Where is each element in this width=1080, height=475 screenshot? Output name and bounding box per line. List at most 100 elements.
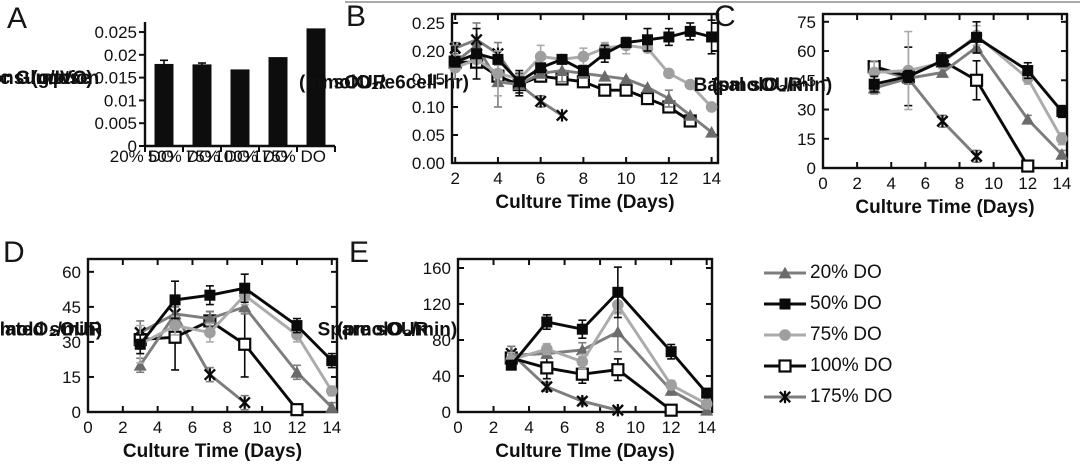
y-tick-label: 0.01: [104, 91, 137, 110]
bars: [154, 28, 326, 147]
x-tick-label: 12: [1018, 174, 1037, 193]
legend-label-20-do: 20% DO: [810, 261, 882, 283]
y-tick-label: 0.015: [94, 69, 137, 88]
y-tick-label: 15: [797, 130, 816, 149]
x-tick-label: 12: [659, 169, 678, 188]
x-category-label: 175% DO: [252, 147, 326, 166]
x-tick-label: 6: [560, 418, 569, 437]
y-tick-label: 0.05: [412, 126, 445, 145]
y-axis-title-line: Consumption: [0, 68, 99, 89]
y-tick-label: 45: [62, 298, 81, 317]
x-tick-label: 4: [153, 418, 162, 437]
y-axis-title-line: sOUR: [334, 73, 387, 94]
y-axis-title-line: Specific Glucose: [0, 68, 91, 89]
y-axis-title: sOUR(mmolO₂/e6cell-hr): [299, 73, 469, 94]
x-axis-title: Culture Time (Days): [123, 441, 302, 462]
legend-label-100-do: 100% DO: [810, 354, 893, 376]
legend-swatch-175-do: [764, 390, 806, 403]
series-50-do: [505, 266, 713, 399]
legend-item: 175% DO: [762, 381, 892, 412]
series-50-do: [868, 20, 1068, 119]
plot-frame: [456, 257, 714, 414]
x-axis-title: Culture Time (Days): [495, 192, 674, 213]
x-tick-label: 2: [450, 169, 459, 188]
x-tick-label: 12: [662, 418, 681, 437]
x-category-label: 75% DO: [186, 147, 250, 166]
legend-swatch-50-do: [764, 298, 806, 309]
legend-swatch-75-do: [764, 328, 806, 341]
x-tick-label: 10: [984, 174, 1003, 193]
panel-letter-c: C: [714, 0, 736, 33]
x-tick-label: 2: [118, 418, 127, 437]
y-axis-title-line: (pmolO₂/min): [0, 320, 102, 341]
x-axis-title-text: Culture Time (Days): [495, 192, 674, 213]
spare-sour-line-chart: 0 2 4 6 8 10 12 14 0 40 80 120 160 Culture TIme (Days…: [318, 257, 716, 462]
bar-75-do: [230, 69, 250, 146]
y-tick-label: 0: [807, 159, 816, 178]
y-tick-label: 30: [797, 101, 816, 120]
x-category-label: 100% DO: [214, 147, 288, 166]
y-axis-title: Spare sOUR(pmolO₂/min): [318, 320, 458, 341]
x-tick-label: 2: [489, 418, 498, 437]
x-tick-label: 14: [1052, 174, 1071, 193]
y-axis-title-line: (pmolO₂/min): [712, 75, 832, 96]
x-tick-label: 8: [955, 174, 964, 193]
legend-item: 100% DO: [762, 350, 892, 381]
y-tick-label: 75: [797, 13, 816, 32]
x-tick-label: 8: [579, 169, 588, 188]
x-tick-label: 6: [921, 174, 930, 193]
legend-item: 50% DO: [762, 288, 892, 319]
x-axis-title: Culture TIme (Days): [495, 441, 674, 462]
basal-sour-line-chart: 0 2 4 6 8 10 12 14 0 15 30 45 60 75 Culture Time (Days…: [694, 13, 1072, 218]
x-tick-label: 0: [818, 174, 827, 193]
x-axis-title-text: Culture Time (Days): [855, 197, 1034, 218]
x-axis-title: Culture Time (Days): [855, 197, 1034, 218]
bar-50-do: [192, 64, 212, 146]
series-100-do: [504, 351, 678, 417]
y-tick-label: 160: [423, 259, 451, 278]
x-tick-label: 10: [626, 418, 645, 437]
top-border-line: [345, 1, 1080, 3]
bar-175-do: [306, 28, 326, 146]
y-tick-label: 60: [62, 263, 81, 282]
x-axis: 0 2 4 6 8 10 12 14: [818, 14, 1071, 193]
y-axis-title: Basal sOUR(pmolO₂/min): [694, 75, 833, 96]
legend-item: 75% DO: [762, 319, 892, 350]
legend-label-50-do: 50% DO: [810, 292, 882, 314]
x-category-label: 50% DO: [148, 147, 212, 166]
x-tick-label: 8: [595, 418, 604, 437]
x-axis: 0 2 4 6 8 10 12 14: [83, 259, 341, 437]
y-axis-title-line: (mmolO₂/e6cell-hr): [299, 73, 469, 94]
legend-label-75-do: 75% DO: [810, 323, 882, 345]
legend-label-175-do: 175% DO: [810, 385, 893, 407]
y-axis-title-line: Spare sOUR: [318, 320, 429, 341]
y-tick-label: 30: [62, 333, 81, 352]
y-tick-label: 0.10: [412, 98, 445, 117]
x-axis-title-text: Culture Time (Days): [123, 441, 302, 462]
y-tick-label: 60: [797, 42, 816, 61]
x-tick-label: 4: [887, 174, 896, 193]
y-axis-title-line: Basal sOUR: [694, 75, 803, 96]
x-tick-label: 4: [524, 418, 533, 437]
panel-letter-a: A: [7, 2, 28, 35]
plot-frame: [450, 12, 720, 165]
x-tick-label: 10: [253, 418, 272, 437]
x-tick-label: 14: [697, 418, 716, 437]
y-tick-label: 0.005: [94, 114, 137, 133]
x-category-label: 20% DO: [110, 147, 174, 166]
y-tick-label: 15: [62, 368, 81, 387]
bar-20-do: [154, 63, 174, 146]
y-tick-label: 0.25: [412, 14, 445, 33]
series-75-do: [134, 285, 338, 397]
series-175-do: [134, 306, 251, 411]
atp-related-sour-line-chart: 0 2 4 6 8 10 12 14 0 15 30 45 60 Culture Time (Days) A…: [0, 257, 341, 462]
x-tick-label: 10: [617, 169, 636, 188]
y-tick-label: 0: [72, 403, 81, 422]
y-axis-title-line: (pmolO₂/min): [337, 320, 457, 341]
x-tick-label: 8: [223, 418, 232, 437]
legend: 20% DO 50% DO 75% DO 100% DO 175% DO: [762, 257, 892, 412]
x-axis-title-text: Culture TIme (Days): [495, 441, 674, 462]
